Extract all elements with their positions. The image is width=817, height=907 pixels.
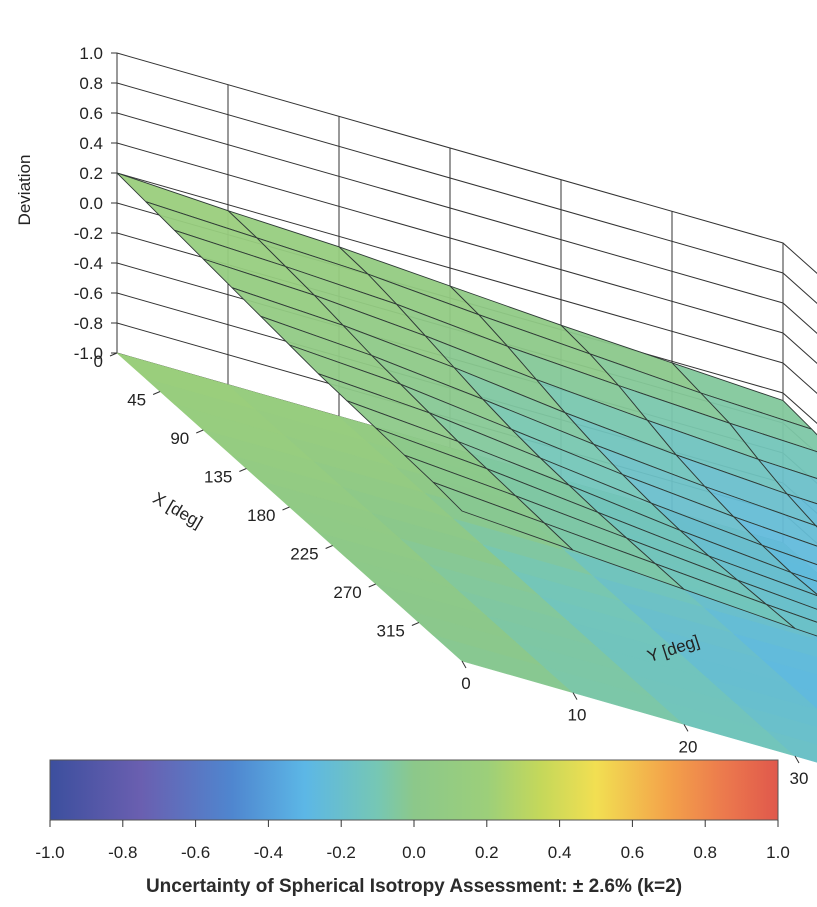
colorbar-ticks: -1.0 -0.8 -0.6 -0.4 -0.2 0.0 0.2 0.4 0.6 0.8 1.0 bbox=[35, 820, 790, 862]
x-tick-mark bbox=[411, 622, 420, 626]
z-axis-label: Deviation bbox=[15, 155, 34, 226]
surface-cell bbox=[432, 481, 574, 551]
colorbar-tick-label: -0.2 bbox=[327, 843, 356, 862]
z-tick-label: -0.4 bbox=[74, 254, 103, 273]
z-tick-label: 0.2 bbox=[79, 164, 103, 183]
x-tick-mark bbox=[109, 352, 118, 357]
floor-cell bbox=[708, 678, 817, 728]
z-tick-label: 0.4 bbox=[79, 134, 103, 153]
y-tick-mark bbox=[794, 755, 800, 764]
x-tick-mark bbox=[282, 506, 290, 511]
colorbar-tick-label: -0.6 bbox=[181, 843, 210, 862]
x-tick-mark bbox=[368, 583, 376, 588]
colorbar-tick-label: 0.6 bbox=[621, 843, 645, 862]
floor-cell bbox=[766, 730, 817, 763]
z-tick-label: -1.0 bbox=[74, 344, 103, 363]
colorbar-tick-label: 0.2 bbox=[475, 843, 499, 862]
colorbar-tick-label: -0.8 bbox=[108, 843, 137, 862]
x-tick-mark bbox=[239, 468, 247, 472]
z-tick-label: -0.6 bbox=[74, 284, 103, 303]
z-tick-label: -0.2 bbox=[74, 224, 103, 243]
y-tick-mark bbox=[461, 660, 467, 669]
floor-cell bbox=[679, 653, 817, 711]
surface-mesh bbox=[116, 172, 817, 637]
x-tick-label: 225 bbox=[290, 545, 318, 564]
x-tick-label: 315 bbox=[377, 622, 405, 641]
y-tick-label: 0 bbox=[461, 674, 470, 693]
x-tick-label: 45 bbox=[127, 391, 146, 410]
colorbar-tick-label: -0.4 bbox=[254, 843, 283, 862]
floor-cell bbox=[704, 607, 817, 658]
x-tick-label: 0 bbox=[94, 352, 103, 371]
colorbar-tick-label: -1.0 bbox=[35, 843, 64, 862]
z-tick-label: 0.8 bbox=[79, 74, 103, 93]
z-tick-label: 0.0 bbox=[79, 194, 103, 213]
floor-cell bbox=[733, 633, 817, 676]
x-tick-label: 180 bbox=[247, 506, 275, 525]
y-tick-label: 20 bbox=[679, 737, 698, 756]
y-tick-label: 10 bbox=[568, 706, 587, 725]
x-tick-mark bbox=[325, 545, 333, 549]
colorbar-caption: Uncertainty of Spherical Isotropy Assess… bbox=[146, 876, 682, 897]
z-tick-label: 0.6 bbox=[79, 104, 103, 123]
y-tick-label: 30 bbox=[790, 769, 809, 788]
x-tick-label: 135 bbox=[204, 468, 232, 487]
axes-ticks: 1.00.80.60.40.20.0-0.2-0.4-0.6-0.8-1.004… bbox=[74, 44, 809, 788]
colorbar-tick-label: 1.0 bbox=[766, 843, 790, 862]
colorbar-tick-label: 0.0 bbox=[402, 843, 426, 862]
x-tick-label: 90 bbox=[170, 429, 189, 448]
colorbar bbox=[49, 759, 779, 821]
colorbar-tick-label: 0.8 bbox=[693, 843, 717, 862]
z-tick-label: 1.0 bbox=[79, 44, 103, 63]
colorbar-tick-label: 0.4 bbox=[548, 843, 572, 862]
y-tick-mark bbox=[572, 692, 578, 700]
floor-cell bbox=[737, 704, 817, 746]
z-tick-label: -0.8 bbox=[74, 314, 103, 333]
x-tick-mark bbox=[196, 429, 204, 434]
floor-cell bbox=[790, 684, 817, 709]
floor-cell bbox=[762, 659, 817, 693]
y-tick-mark bbox=[683, 724, 689, 732]
x-tick-mark bbox=[152, 391, 161, 395]
x-tick-label: 270 bbox=[333, 583, 361, 602]
x-axis-label: X [deg] bbox=[150, 489, 206, 532]
